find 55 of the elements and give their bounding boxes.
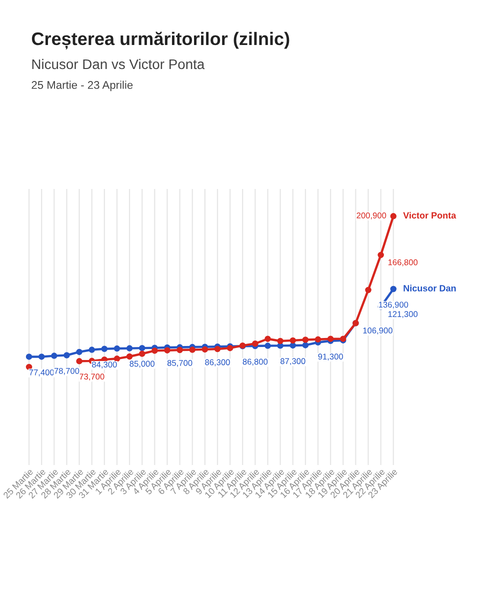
text: 25 Martie - 23 Aprilie	[32, 80, 133, 92]
chart-subtitle: Nicusor Dan vs Victor Ponta	[32, 58, 205, 70]
data-label: 86,800	[242, 358, 268, 366]
data-label: 106,900	[363, 328, 392, 334]
point	[26, 364, 32, 370]
data-label: 200,900	[356, 212, 386, 220]
chart-title: Creșterea urmăritorilor (zilnic)	[32, 32, 290, 50]
point	[176, 346, 183, 354]
point	[327, 336, 334, 342]
point	[114, 356, 120, 362]
point	[26, 354, 32, 360]
point	[101, 346, 108, 352]
point	[264, 336, 271, 342]
point	[164, 347, 170, 354]
point	[189, 346, 196, 353]
point	[252, 340, 258, 347]
point	[126, 353, 133, 360]
point	[277, 338, 284, 344]
data-label: 121,300	[388, 311, 418, 318]
data-label: 85,700	[167, 360, 192, 367]
point	[152, 348, 158, 354]
point	[390, 286, 396, 292]
point	[290, 337, 296, 344]
data-label: 77,400	[29, 369, 54, 376]
point	[126, 345, 133, 352]
point	[202, 346, 208, 353]
data-label: 73,700	[80, 374, 104, 381]
data-label: 86,300	[205, 359, 230, 366]
data-label: 136,900	[378, 302, 408, 309]
point	[290, 342, 296, 349]
series-label: Victor Ponta	[403, 212, 456, 219]
point	[378, 252, 384, 258]
point	[314, 336, 322, 343]
series-label: Nicusor Dan	[404, 284, 456, 292]
point	[302, 336, 309, 343]
point	[214, 346, 221, 352]
point	[38, 354, 45, 360]
point	[138, 344, 146, 352]
data-label: 91,300	[318, 354, 343, 361]
point	[390, 213, 396, 220]
data-label: 78,700	[54, 368, 80, 375]
data-label: 87,300	[280, 358, 306, 366]
point	[264, 342, 271, 349]
point	[114, 345, 120, 352]
point	[51, 352, 58, 359]
point	[302, 342, 309, 348]
point	[64, 352, 70, 358]
point	[76, 358, 82, 364]
point	[88, 346, 95, 353]
point	[138, 350, 146, 357]
point	[76, 348, 82, 356]
data-label: 166,800	[388, 259, 418, 266]
data-label: 85,000	[130, 360, 155, 368]
data-label: 84,300	[92, 362, 117, 368]
point	[365, 286, 372, 294]
